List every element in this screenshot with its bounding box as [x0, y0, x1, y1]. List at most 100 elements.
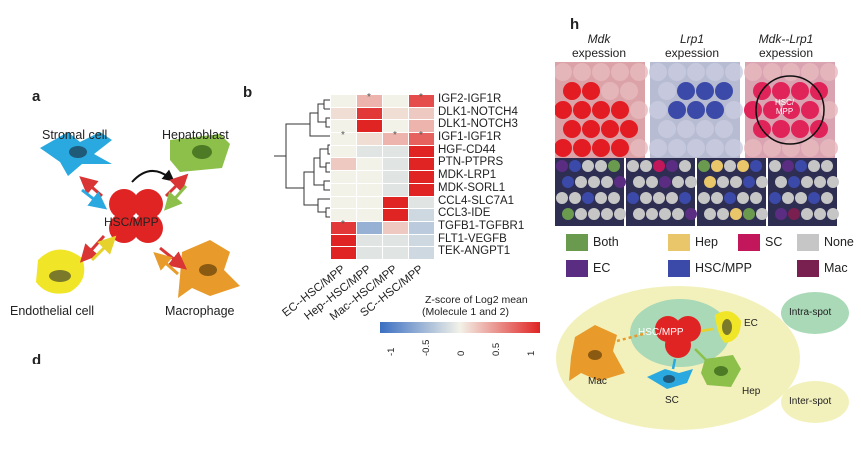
arrow-from-ec-icon [90, 235, 117, 262]
heatmap-cell [331, 247, 356, 259]
expression-spot [763, 101, 781, 119]
celltype-spot [717, 208, 729, 220]
celltype-spot [646, 208, 658, 220]
spatial-expression-maps [555, 62, 838, 158]
gene-pair-label: PTN-PTPRS [438, 156, 504, 169]
celltype-spot [788, 176, 800, 188]
heatmap-cell [409, 120, 434, 133]
celltype-spot [659, 176, 671, 188]
celltype-spot [827, 176, 839, 188]
arrow-to-ec-icon [79, 234, 106, 263]
expression-spot [725, 139, 743, 157]
expression-spot [592, 63, 610, 81]
intra-spot-key [781, 292, 849, 334]
legend-swatch [566, 234, 588, 251]
spatial-celltype-maps [555, 158, 839, 226]
heatmap-cell [331, 221, 356, 234]
celltype-spot [556, 160, 568, 172]
significance-star: * [341, 130, 345, 142]
expression-spot [696, 120, 714, 138]
celltype-spot [795, 192, 807, 204]
heatmap-cell [331, 95, 356, 107]
expression-spot [611, 139, 629, 157]
arrow-from-stromal-icon [81, 188, 108, 210]
heatmap-cell [383, 209, 408, 221]
celltype-spot [769, 192, 781, 204]
celltype-spot [588, 176, 600, 188]
legend-label: Hep [695, 235, 718, 249]
gene-pair-label: TGFB1-TGFBR1 [438, 219, 525, 232]
heatmap-cell [331, 133, 356, 145]
celltype-spot [756, 208, 768, 220]
celltype-spot [743, 208, 755, 220]
mac-to-hsc-arrow-icon [616, 331, 648, 343]
celltype-spot [737, 192, 749, 204]
celltype-spot [711, 192, 723, 204]
legend-label: None [824, 235, 854, 249]
expression-spot [763, 63, 781, 81]
panel-label-a: a [32, 88, 41, 105]
legend-swatch [797, 260, 819, 277]
celltype-spot [821, 192, 833, 204]
expression-spot [715, 82, 733, 100]
expression-spot [649, 63, 667, 81]
legend-label: SC [765, 235, 783, 249]
celltype-spot [750, 192, 762, 204]
celltype-spot [724, 192, 736, 204]
legend-swatch [738, 234, 760, 251]
schematic-mac-label: Mac [588, 376, 607, 387]
panel-a-diagram [36, 132, 240, 298]
expression-spot [630, 63, 648, 81]
heatmap-cell [331, 183, 356, 196]
gene-pair-label: DLK1-NOTCH4 [438, 105, 518, 118]
celltype-spot [633, 208, 645, 220]
heatmap-cell [331, 209, 356, 221]
heatmap-cell [383, 145, 408, 158]
hsc-mpp-cluster-icon [109, 189, 163, 243]
expression-spot [611, 101, 629, 119]
expression-spot [592, 101, 610, 119]
self-arrow-icon [131, 169, 175, 183]
celltype-spot [595, 160, 607, 172]
expression-spot [563, 82, 581, 100]
celltype-spot [556, 192, 568, 204]
heatmap-cell [357, 158, 382, 171]
heatmap-cell [331, 234, 356, 247]
highlight-ring [755, 75, 825, 145]
legend-label: EC [593, 261, 611, 275]
celltype-spot [640, 192, 652, 204]
expression-spot [677, 82, 695, 100]
colorbar-tick: 0.5 [491, 342, 502, 356]
colorbar-tick: 0 [456, 350, 467, 356]
colorbar [380, 322, 540, 333]
heatmap-cell [357, 183, 382, 196]
endothelial-cell-label: Endothelial cell [10, 304, 95, 318]
heatmap-cell [383, 183, 408, 196]
expression-spot [791, 82, 809, 100]
colorbar-tick: -0.5 [421, 339, 432, 356]
heatmap-cell [357, 95, 382, 107]
celltype-spot [614, 208, 626, 220]
heatmap-cell [383, 196, 408, 209]
expression-spot [801, 139, 819, 157]
celltype-spot [562, 176, 574, 188]
significance-star: * [419, 130, 423, 142]
heatmap-cell [357, 171, 382, 183]
expression-spot [706, 101, 724, 119]
expression-spot [649, 101, 667, 119]
celltype-spot [730, 208, 742, 220]
celltype-spot [814, 208, 826, 220]
gene-pair-label: IGF1-IGF1R [438, 131, 502, 144]
legend-swatch [668, 234, 690, 251]
celltype-spot [633, 176, 645, 188]
schematic-sc-label: SC [665, 395, 679, 406]
intra-spot-label: Intra-spot [789, 307, 832, 318]
heatmap-cell [331, 145, 356, 158]
celltype-spot [608, 192, 620, 204]
celltype-spot [827, 208, 839, 220]
celltype-spot [801, 176, 813, 188]
expression-spot [630, 101, 648, 119]
mac-cell-icon [569, 325, 625, 381]
heatmap-cell [383, 133, 408, 145]
expression-spot [763, 139, 781, 157]
